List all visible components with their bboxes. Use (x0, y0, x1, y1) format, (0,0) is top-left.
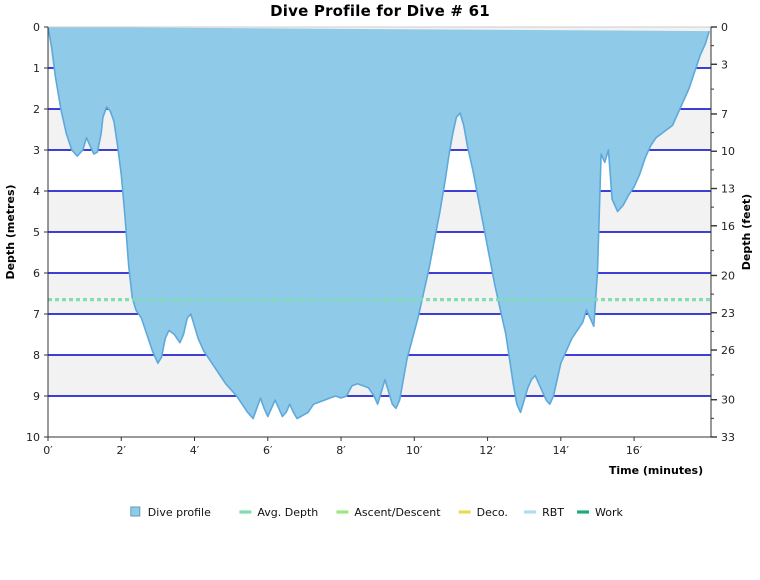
right-axis-tick-label: 33 (721, 431, 735, 444)
right-axis-tick-label: 23 (721, 307, 735, 320)
left-axis-tick-label: 1 (33, 62, 40, 75)
right-axis-tick-label: 10 (721, 145, 735, 158)
right-axis-title: Depth (feet) (740, 194, 753, 270)
legend-item-label: Dive profile (148, 506, 211, 519)
right-axis-tick-label: 3 (721, 58, 728, 71)
left-axis-tick-label: 2 (33, 103, 40, 116)
legend-item[interactable]: Work (577, 506, 623, 519)
legend-item[interactable]: RBT (524, 506, 564, 519)
legend-item[interactable]: Avg. Depth (239, 506, 318, 519)
left-axis-tick-label: 0 (33, 21, 40, 34)
dive-profile-line (47, 26, 710, 420)
left-axis-tick-label: 4 (33, 185, 40, 198)
right-axis-tick-label: 13 (721, 183, 735, 196)
right-axis-tick-label: 16 (721, 220, 735, 233)
legend-item-label: RBT (542, 506, 564, 519)
legend-item-label: Work (595, 506, 623, 519)
left-axis-tick-label: 9 (33, 390, 40, 403)
legend-item-label: Ascent/Descent (354, 506, 441, 519)
bottom-axis-tick-label: 16′ (626, 444, 643, 457)
right-axis-tick-label: 30 (721, 394, 735, 407)
left-axis-tick-label: 8 (33, 349, 40, 362)
bottom-axis-tick-label: 10′ (406, 444, 423, 457)
bottom-axis-title: Time (minutes) (609, 464, 703, 477)
left-axis-tick-label: 10 (26, 431, 40, 444)
left-axis-title: Depth (metres) (4, 184, 17, 279)
legend-item[interactable]: Ascent/Descent (336, 506, 441, 519)
legend-item-label: Avg. Depth (257, 506, 318, 519)
bottom-axis-tick-label: 12′ (479, 444, 496, 457)
left-axis-tick-label: 5 (33, 226, 40, 239)
chart-title: Dive Profile for Dive # 61 (270, 2, 490, 20)
bottom-axis-tick-label: 8′ (336, 444, 346, 457)
legend-item[interactable]: Dive profile (130, 506, 211, 519)
right-axis-tick-label: 0 (721, 21, 728, 34)
legend-item[interactable]: Deco. (458, 506, 508, 519)
bottom-axis-tick-label: 4′ (190, 444, 200, 457)
left-axis-tick-label: 6 (33, 267, 40, 280)
dive-profile-area (48, 27, 710, 419)
bottom-axis-tick-label: 6′ (263, 444, 273, 457)
left-axis-tick-label: 7 (33, 308, 40, 321)
legend-item-label: Deco. (477, 506, 508, 519)
bottom-axis-tick-label: 14′ (553, 444, 570, 457)
legend-swatch-square (130, 506, 141, 517)
bottom-axis-tick-label: 2′ (117, 444, 127, 457)
right-axis-tick-label: 26 (721, 344, 735, 357)
right-axis-tick-label: 20 (721, 269, 735, 282)
right-axis-tick-label: 7 (721, 108, 728, 121)
left-axis-tick-label: 3 (33, 144, 40, 157)
bottom-axis-tick-label: 0′ (43, 444, 53, 457)
